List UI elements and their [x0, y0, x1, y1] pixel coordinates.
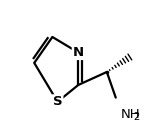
Text: N: N [73, 46, 84, 59]
Text: S: S [53, 95, 62, 108]
Text: NH: NH [121, 108, 141, 121]
Text: 2: 2 [133, 112, 140, 122]
